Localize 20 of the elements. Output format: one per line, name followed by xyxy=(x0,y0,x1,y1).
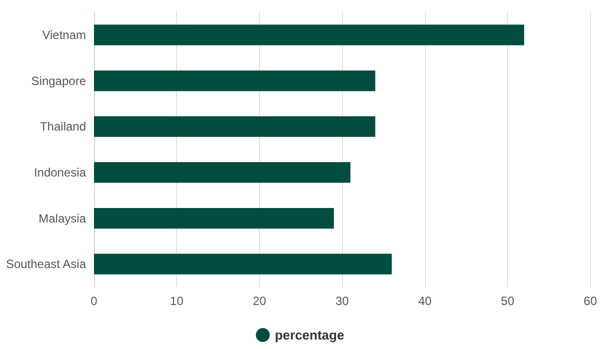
y-tick-label: Indonesia xyxy=(34,165,86,180)
x-tick-label: 50 xyxy=(500,294,515,308)
bar xyxy=(94,24,524,46)
y-tick-label: Malaysia xyxy=(38,211,86,226)
bar xyxy=(94,254,392,274)
x-tick-label: 0 xyxy=(90,294,98,308)
y-tick-label: Thailand xyxy=(40,120,86,134)
x-tick-label: 10 xyxy=(170,294,184,308)
x-tick-label: 30 xyxy=(335,294,350,308)
bar xyxy=(94,116,376,137)
y-tick-label: Singapore xyxy=(31,74,86,88)
bar xyxy=(94,208,334,229)
y-tick-label: Southeast Asia xyxy=(6,257,86,272)
bar xyxy=(94,70,376,92)
x-tick-label: 60 xyxy=(584,294,598,308)
y-tick-label: Vietnam xyxy=(42,28,86,42)
bar xyxy=(94,162,350,183)
x-tick-label: 20 xyxy=(252,294,266,308)
legend-label: percentage xyxy=(274,328,344,342)
x-tick-label: 40 xyxy=(418,294,432,308)
